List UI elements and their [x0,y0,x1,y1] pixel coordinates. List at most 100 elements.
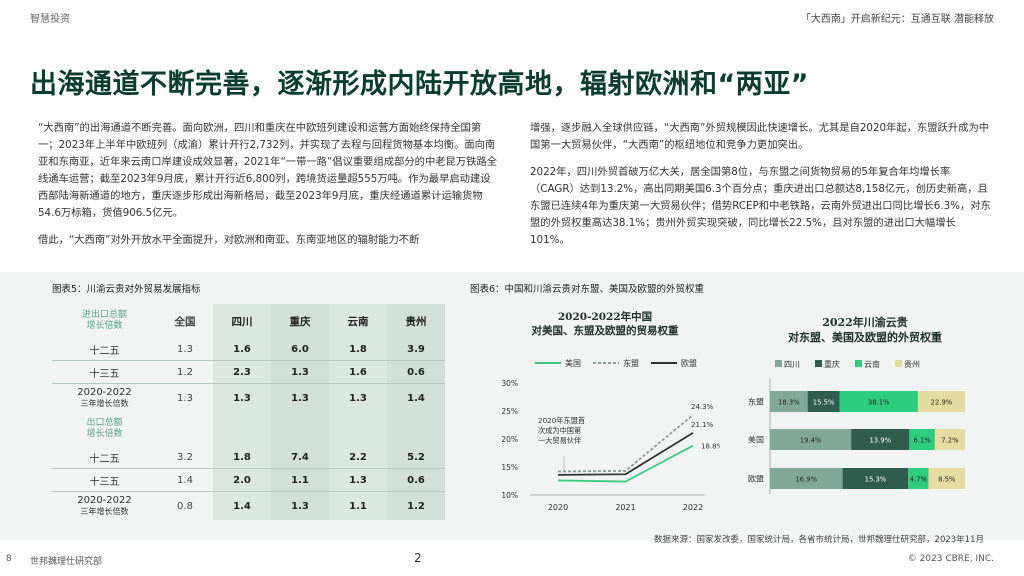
left-paragraph-2: 借此，“大西南”对外开放水平全面提升，对欧洲和南亚、东南亚地区的辐射能力不断 [38,234,420,246]
bar-chart-title: 2022年川渝云贵 [822,315,908,329]
column-header [329,412,387,446]
table-cell: 1.8 [329,338,387,361]
category-label: 美国 [748,435,764,445]
legend-label: 四川 [784,360,800,369]
bar-value-label: 18.3% [778,399,800,407]
table-row: 十三五 1.4 2.0 1.1 1.3 0.6 [52,468,445,492]
chart-annotation: 一大贸易伙伴 [538,436,581,445]
bar-value-label: 4.7% [910,476,928,484]
chart-annotation: 次成为中国第 [538,426,581,435]
bar-segment [851,429,910,450]
legend-swatch [895,360,902,367]
legend-label: 美国 [565,358,581,368]
bar-segment [842,468,909,489]
column-header: 四川 [213,304,271,338]
bar-value-label: 38.1% [868,399,890,407]
table-cell: 1.3 [271,491,329,520]
table-cell: 2.0 [213,468,271,492]
line-chart-title: 对美国、东盟及欧盟的贸易权重 [532,324,679,337]
table-cell: 1.3 [329,468,387,492]
table-cell: 1.8 [213,446,271,469]
category-label: 东盟 [748,397,764,407]
table-cell: 0.6 [387,360,445,384]
trade-indicator-table: 进出口总额 增长倍数 全国 四川 重庆 云南 贵州 十二五 1.3 1.6 6.0 1.8 3.9 十三五… [52,304,445,520]
category-label: 欧盟 [748,474,764,484]
table-cell: 2.3 [213,360,271,384]
legend-label: 云南 [864,359,880,369]
footer-org: 世邦魏理仕研究部 [30,557,103,567]
row-sublabel: 三年增长倍数 [80,399,129,408]
table-cell: 0.6 [387,468,445,492]
page-number: 8 [6,554,12,564]
table-row: 2020-2022 三年增长倍数 0.8 1.4 1.3 1.1 1.2 [52,491,445,520]
column-header: 贵州 [387,304,445,338]
table-cell: 1.3 [157,383,213,412]
left-paragraph-1: “大西南”的出海通道不断完善。面向欧洲，四川和重庆在中欧班列建设和运营方面始终保… [38,122,498,219]
table-cell: 2.2 [329,446,387,469]
bar-segment [770,391,808,412]
y-tick-label: 10% [501,491,518,500]
header-brand: 智慧投资 [30,14,70,25]
table-cell: 1.2 [387,491,445,520]
series-line-东盟 [557,414,694,473]
table-cell: 1.3 [213,383,271,412]
y-tick-label: 25% [501,407,518,416]
table-header-row: 进出口总额 增长倍数 全国 四川 重庆 云南 贵州 [52,304,445,338]
page-title: 出海通道不断完善，逐渐形成内陆开放高地，辐射欧洲和“两亚” [30,69,809,100]
table-header-row: 出口总额 增长倍数 [52,412,445,446]
bar-value-label: 7.2% [941,437,959,445]
data-source: 数据来源：国家发改委，国家统计局，各省市统计局，世邦魏理仕研究部，2023年11… [654,535,984,545]
figure-title: 图表6：中国和川渝云贵对东盟、美国及欧盟的外贸权重 [470,284,705,295]
table-row: 十二五 3.2 1.8 7.4 2.2 5.2 [52,446,445,469]
table-cell: 1.3 [271,360,329,384]
bar-segment [908,468,929,489]
column-header [213,412,271,446]
bar-value-label: 6.1% [913,437,931,445]
table-cell: 1.6 [213,338,271,361]
footer-center-number: 2 [414,551,422,565]
bar-value-label: 15.3% [865,476,887,484]
table-row: 十三五 1.2 2.3 1.3 1.6 0.6 [52,360,445,384]
table-cell: 1.3 [329,383,387,412]
legend-swatch [775,360,782,367]
bar-value-label: 19.4% [800,437,822,445]
bar-segment [770,429,852,450]
right-paragraph-1: 增强，逐步融入全球供应链，“大西南”外贸规模因此快速增长。尤其是自2020年起，… [530,122,990,151]
trade-table: 进出口总额 增长倍数 全国 四川 重庆 云南 贵州 十二五 1.3 1.6 6.0 1.8 3.9 十三五… [52,304,445,520]
row-label: 十二五 [89,345,120,357]
row-sublabel: 三年增长倍数 [80,507,129,516]
bar-segment [839,391,918,412]
legend-label: 欧盟 [681,358,697,368]
bar-segment [917,391,965,412]
table-row: 2020-2022 三年增长倍数 1.3 1.3 1.3 1.3 1.4 [52,383,445,412]
bar-segment [770,468,843,489]
table-cell: 7.4 [271,446,329,469]
column-header [387,412,445,446]
table-cell: 5.2 [387,446,445,469]
table-title: 图表5：川渝云贵对外贸易发展指标 [52,284,201,295]
legend-label: 重庆 [824,359,840,369]
table-cell: 6.0 [271,338,329,361]
table-cell: 1.6 [329,360,387,384]
row-label: 十三五 [52,360,157,384]
table-cell: 3.2 [177,451,193,463]
row-label: 十三五 [52,468,157,492]
x-tick-label: 2020 [548,503,568,512]
data-label: 24.3% [691,403,714,411]
table-cell: 1.4 [387,383,445,412]
column-header: 云南 [329,304,387,338]
x-tick-label: 2022 [683,503,703,512]
y-tick-label: 30% [501,379,518,388]
table-cell: 1.3 [271,383,329,412]
bar-segment [909,429,935,450]
row-label: 2020-2022 三年增长倍数 [52,383,157,412]
legend-swatch [855,360,862,367]
bar-segment [807,391,840,412]
table-group-label: 出口总额 增长倍数 [86,418,123,439]
bar-value-label: 13.9% [869,437,891,445]
column-header: 重庆 [271,304,329,338]
legend-label: 东盟 [623,358,639,368]
bar-value-label: 16.9% [795,476,817,484]
